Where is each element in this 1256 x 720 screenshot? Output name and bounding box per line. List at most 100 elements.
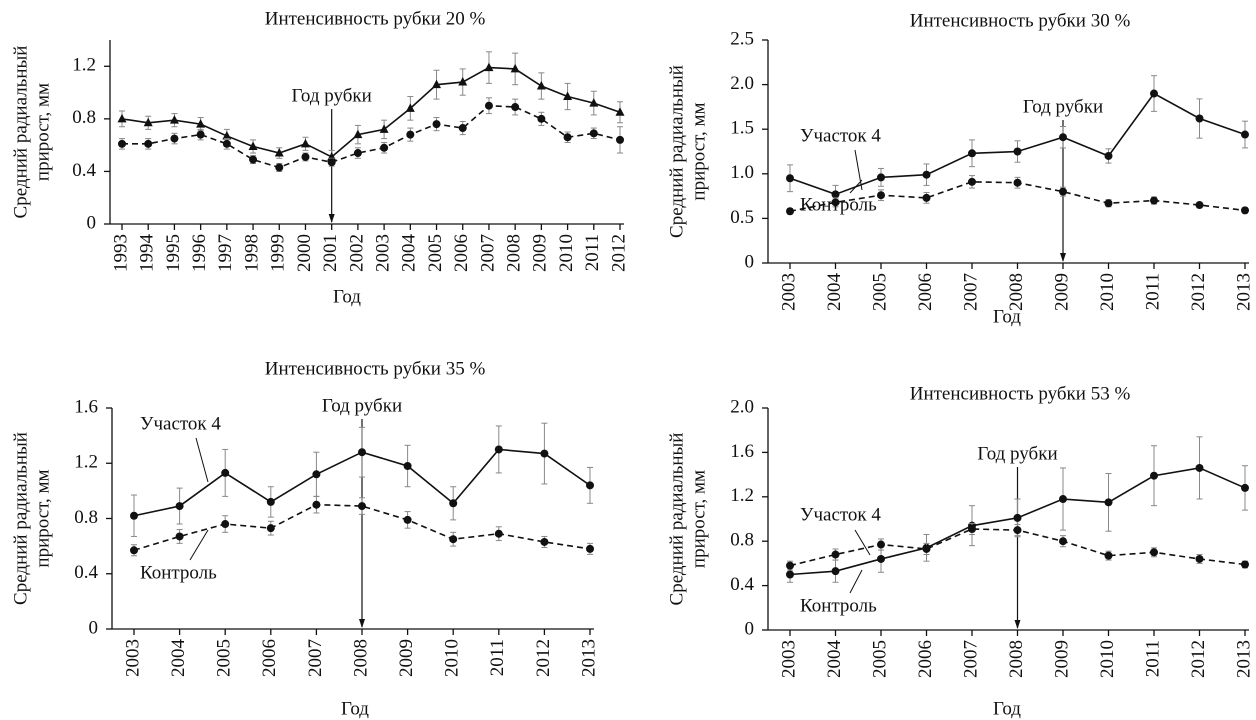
chart-title: Интенсивность рубки 30 % [910,10,1131,31]
marker [300,138,310,148]
marker [1059,537,1067,546]
marker [175,502,184,511]
x-tick-label: 2007 [960,640,981,678]
marker [449,499,458,508]
marker [222,139,231,148]
marker [458,77,468,86]
x-tick-label: 2007 [305,639,326,677]
chart-title: Интенсивность рубки 20 % [265,8,486,29]
series-line [121,66,621,158]
marker [1104,498,1113,507]
marker [563,91,573,101]
y-tick-label: 1.0 [730,162,754,183]
x-tick-label: 2000 [294,234,315,272]
marker [831,190,840,199]
marker [536,81,546,90]
marker [831,550,840,559]
annotation: Год рубки [977,443,1057,464]
x-tick-label: 2012 [608,234,629,272]
marker [403,515,412,524]
marker [1104,151,1113,160]
x-tick-label: 1998 [241,234,262,272]
y-axis-label: Средний радиальный [10,46,31,219]
marker [494,529,503,538]
marker [877,554,885,563]
marker [1241,483,1249,492]
arrow-head [1060,253,1066,262]
x-tick-label: 2013 [578,639,599,677]
x-tick-label: 2005 [425,234,446,272]
marker [144,139,153,148]
marker [221,468,230,477]
series-label: Контроль [800,194,877,215]
marker [786,570,794,579]
x-tick-label: 2003 [122,639,143,677]
x-tick-label: 2012 [1188,273,1209,311]
marker [327,158,336,167]
x-tick-label: 2011 [1142,273,1163,310]
y-tick-label: 1.5 [730,118,754,139]
marker [1195,114,1204,123]
y-tick-label: 2.5 [730,28,754,49]
marker [1241,130,1249,139]
x-tick-label: 2013 [1233,640,1254,678]
y-axis-label: Средний радиальный [666,433,687,606]
marker [586,544,594,553]
x-tick-label: 2010 [1097,640,1118,678]
y-tick-label: 0 [89,617,99,638]
marker [130,511,138,520]
x-tick-label: 2005 [214,639,235,677]
y-tick-label: 0 [87,212,97,233]
x-tick-label: 2011 [1142,640,1163,677]
x-tick-label: 2010 [1097,273,1118,311]
x-tick-label: 2010 [556,234,577,272]
x-tick-label: 2004 [824,640,845,679]
annotation: Год рубки [292,85,372,106]
marker [1013,513,1022,522]
x-tick-label: 2009 [1051,640,1072,678]
x-tick-label: 2006 [451,234,472,272]
marker [1241,206,1249,215]
marker [563,133,572,142]
x-tick-label: 2008 [350,639,371,677]
x-tick-label: 1994 [137,234,158,273]
marker [449,535,458,544]
y-tick-label: 0.8 [74,507,98,528]
y-tick-label: 1.6 [730,441,754,462]
x-tick-label: 1997 [215,234,236,272]
marker [540,537,549,546]
annotation: Год рубки [1023,96,1103,117]
x-tick-label: 2008 [1006,273,1027,311]
marker [118,139,126,148]
y-tick-label: 1.2 [72,55,96,76]
marker [1059,133,1067,142]
x-tick-label: 2003 [778,640,799,678]
marker [170,134,179,143]
marker [494,445,503,454]
marker [1013,147,1022,156]
series-label: Участок 4 [140,413,221,434]
x-tick-label: 2010 [442,639,463,677]
marker [266,524,275,533]
series-label: Участок 4 [800,125,881,146]
marker [922,193,931,202]
chart-title: Интенсивность рубки 35 % [265,358,486,379]
x-tick-label: 2009 [530,234,551,272]
marker [117,113,127,123]
marker [537,114,546,123]
y-tick-label: 0.5 [730,207,754,228]
marker [275,163,284,172]
marker [968,177,976,186]
x-tick-label: 2011 [487,639,508,676]
marker [1150,196,1158,205]
series-label: Контроль [140,562,217,583]
x-tick-label: 2009 [396,639,417,677]
y-axis-label: Средний радиальный [10,432,31,605]
x-tick-label: 2012 [533,639,554,677]
x-tick-label: 2008 [504,234,525,272]
x-tick-label: 1993 [110,234,131,272]
marker [432,79,442,89]
marker [1150,89,1158,98]
marker [1195,554,1204,563]
marker [1059,495,1067,504]
